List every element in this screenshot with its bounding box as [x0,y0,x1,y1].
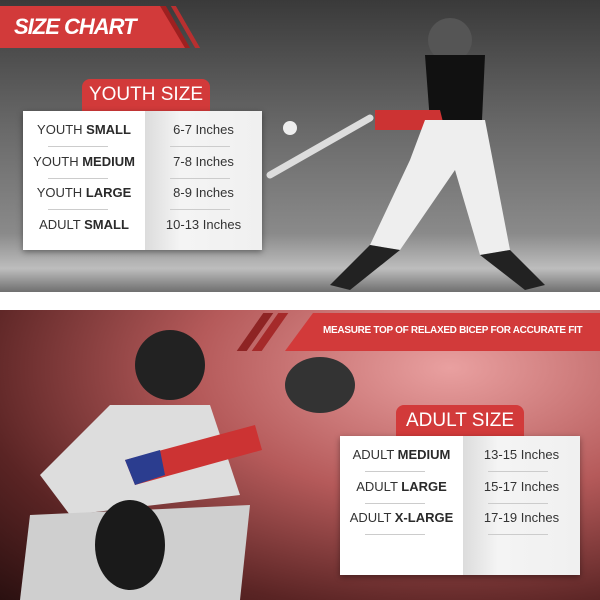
adult-size-title: ADULT SIZE [405,410,515,431]
row-divider [170,177,230,179]
row-divider [488,534,548,535]
instruction-banner: MEASURE TOP OF RELAXED BICEP FOR ACCURAT… [285,313,600,351]
size-measurement: 10-13 Inches [165,216,242,232]
row-divider [488,502,548,504]
size-measurement: 15-17 Inches [483,478,560,494]
size-prefix: ADULT [39,216,85,232]
adult-size-table: ADULT MEDIUM ADULT LARGE ADULT X-LARGE 13-… [340,436,580,575]
size-label: ADULT MEDIUM [340,445,463,465]
size-label: YOUTH SMALL [23,120,145,140]
row-divider [365,471,425,472]
size-prefix: YOUTH [36,185,86,200]
size-prefix: ADULT [349,510,395,525]
size-name: MEDIUM [397,447,451,462]
catcher-illustration [20,330,355,600]
size-label: ADULT SMALL [23,215,145,235]
row-divider [170,209,230,210]
size-label: ADULT LARGE [340,477,463,497]
size-name: SMALL [84,216,129,232]
youth-size-title: YOUTH SIZE [88,84,203,105]
size-prefix: YOUTH [37,122,87,137]
size-measurement: 17-19 Inches [483,510,560,525]
row-divider [170,146,230,147]
size-prefix: ADULT [356,478,402,494]
size-prefix: YOUTH [33,153,83,169]
page-title: SIZE CHART [14,14,137,39]
size-chart-banner: SIZE CHART [0,6,185,48]
size-label: YOUTH MEDIUM [23,152,145,172]
row-divider [365,502,425,504]
size-name: X-LARGE [394,510,454,525]
size-measurement: 6-7 Inches [173,122,234,137]
size-name: LARGE [85,185,132,200]
size-name: SMALL [86,122,131,137]
size-measurement: 7-8 Inches [173,153,234,169]
row-divider [48,209,108,210]
measure-instruction: MEASURE TOP OF RELAXED BICEP FOR ACCURAT… [323,325,583,336]
row-divider [48,146,108,147]
youth-size-tab: YOUTH SIZE [82,79,210,111]
size-measurement: 13-15 Inches [483,447,560,462]
size-prefix: ADULT [352,447,398,462]
size-name: LARGE [401,478,447,494]
size-measurement: 8-9 Inches [173,185,234,200]
size-name: MEDIUM [82,153,135,169]
size-label: ADULT X-LARGE [340,508,463,528]
size-label: YOUTH LARGE [23,183,145,203]
row-divider [488,471,548,472]
youth-size-table: YOUTH SMALL YOUTH MEDIUM YOUTH LARGE ADULT … [23,111,262,250]
batter-illustration [266,18,545,290]
row-divider [365,534,425,535]
row-divider [48,177,108,179]
adult-size-tab: ADULT SIZE [396,405,524,437]
